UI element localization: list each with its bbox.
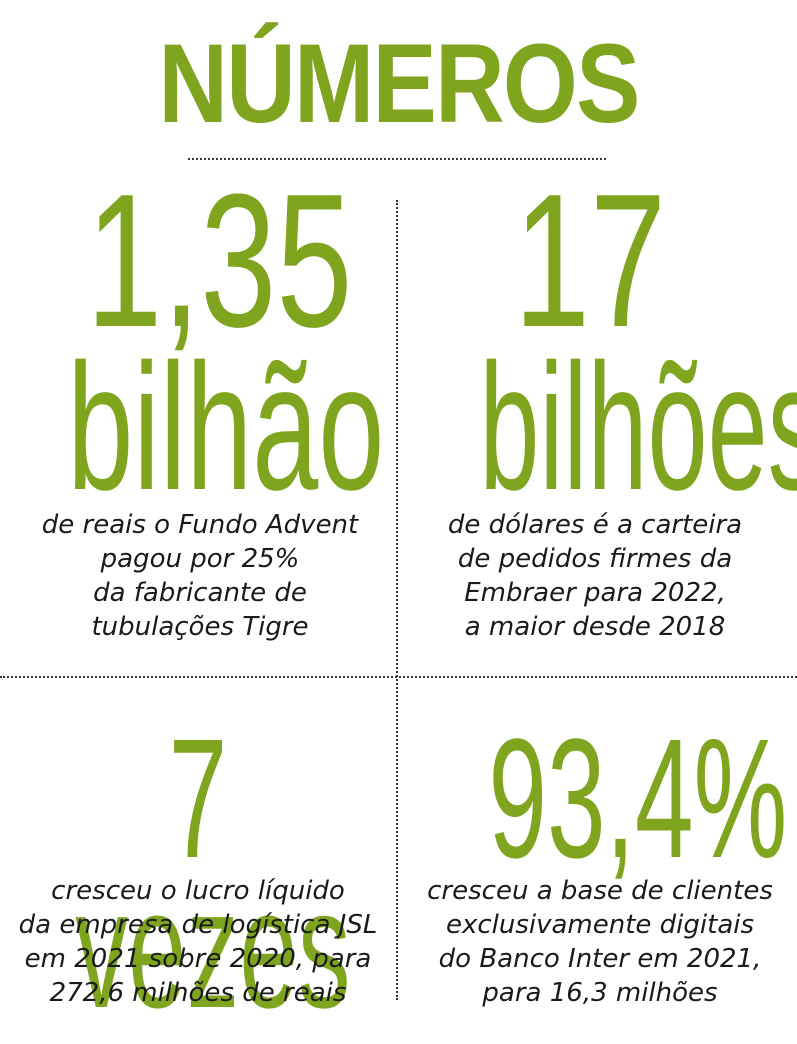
stat-2-value: 17: [513, 155, 667, 367]
stat-4-description: cresceu a base de clientes exclusivament…: [414, 874, 786, 1010]
stat-2-line-1: de dólares é a carteira: [447, 510, 743, 540]
stat-2-line-2: de pedidos firmes da: [457, 544, 733, 574]
stat-4-value: 93,4%: [488, 704, 788, 894]
stat-3-description: cresceu o lucro líquido da empresa de lo…: [6, 874, 390, 1010]
stat-3-line-2: da empresa de logística JSL: [18, 910, 378, 940]
stat-3-line-4: 272,6 milhões de reais: [49, 978, 347, 1008]
stat-4-line-3: do Banco Inter em 2021,: [438, 944, 762, 974]
stat-1-line-2: pagou por 25%: [100, 544, 300, 574]
stat-1-unit: bilhão: [67, 327, 385, 528]
stat-4-line-1: cresceu a base de clientes: [427, 876, 773, 906]
stat-3-line-3: em 2021 sobre 2020, para: [24, 944, 372, 974]
stat-3-line-1: cresceu o lucro líquido: [51, 876, 345, 906]
stat-1-value: 1,35: [86, 155, 353, 367]
stat-2-unit: bilhões: [479, 327, 797, 528]
stat-2-line-3: Embraer para 2022,: [464, 578, 726, 608]
stat-1-description: de reais o Fundo Advent pagou por 25% da…: [30, 508, 370, 644]
title-divider: [188, 158, 606, 160]
stat-1-line-4: tubulações Tigre: [91, 612, 309, 642]
stat-1-line-3: da fabricante de: [93, 578, 307, 608]
stat-4-line-4: para 16,3 milhões: [482, 978, 718, 1008]
stat-3-value: 7 vezes: [75, 704, 351, 1044]
vertical-divider: [396, 200, 398, 1000]
stat-2-description: de dólares é a carteira de pedidos firme…: [420, 508, 770, 644]
stat-2-line-4: a maior desde 2018: [464, 612, 726, 642]
page-title: NÚMEROS: [158, 21, 640, 146]
horizontal-divider: [0, 676, 797, 678]
stat-1-line-1: de reais o Fundo Advent: [41, 510, 359, 540]
stat-4-line-2: exclusivamente digitais: [445, 910, 755, 940]
